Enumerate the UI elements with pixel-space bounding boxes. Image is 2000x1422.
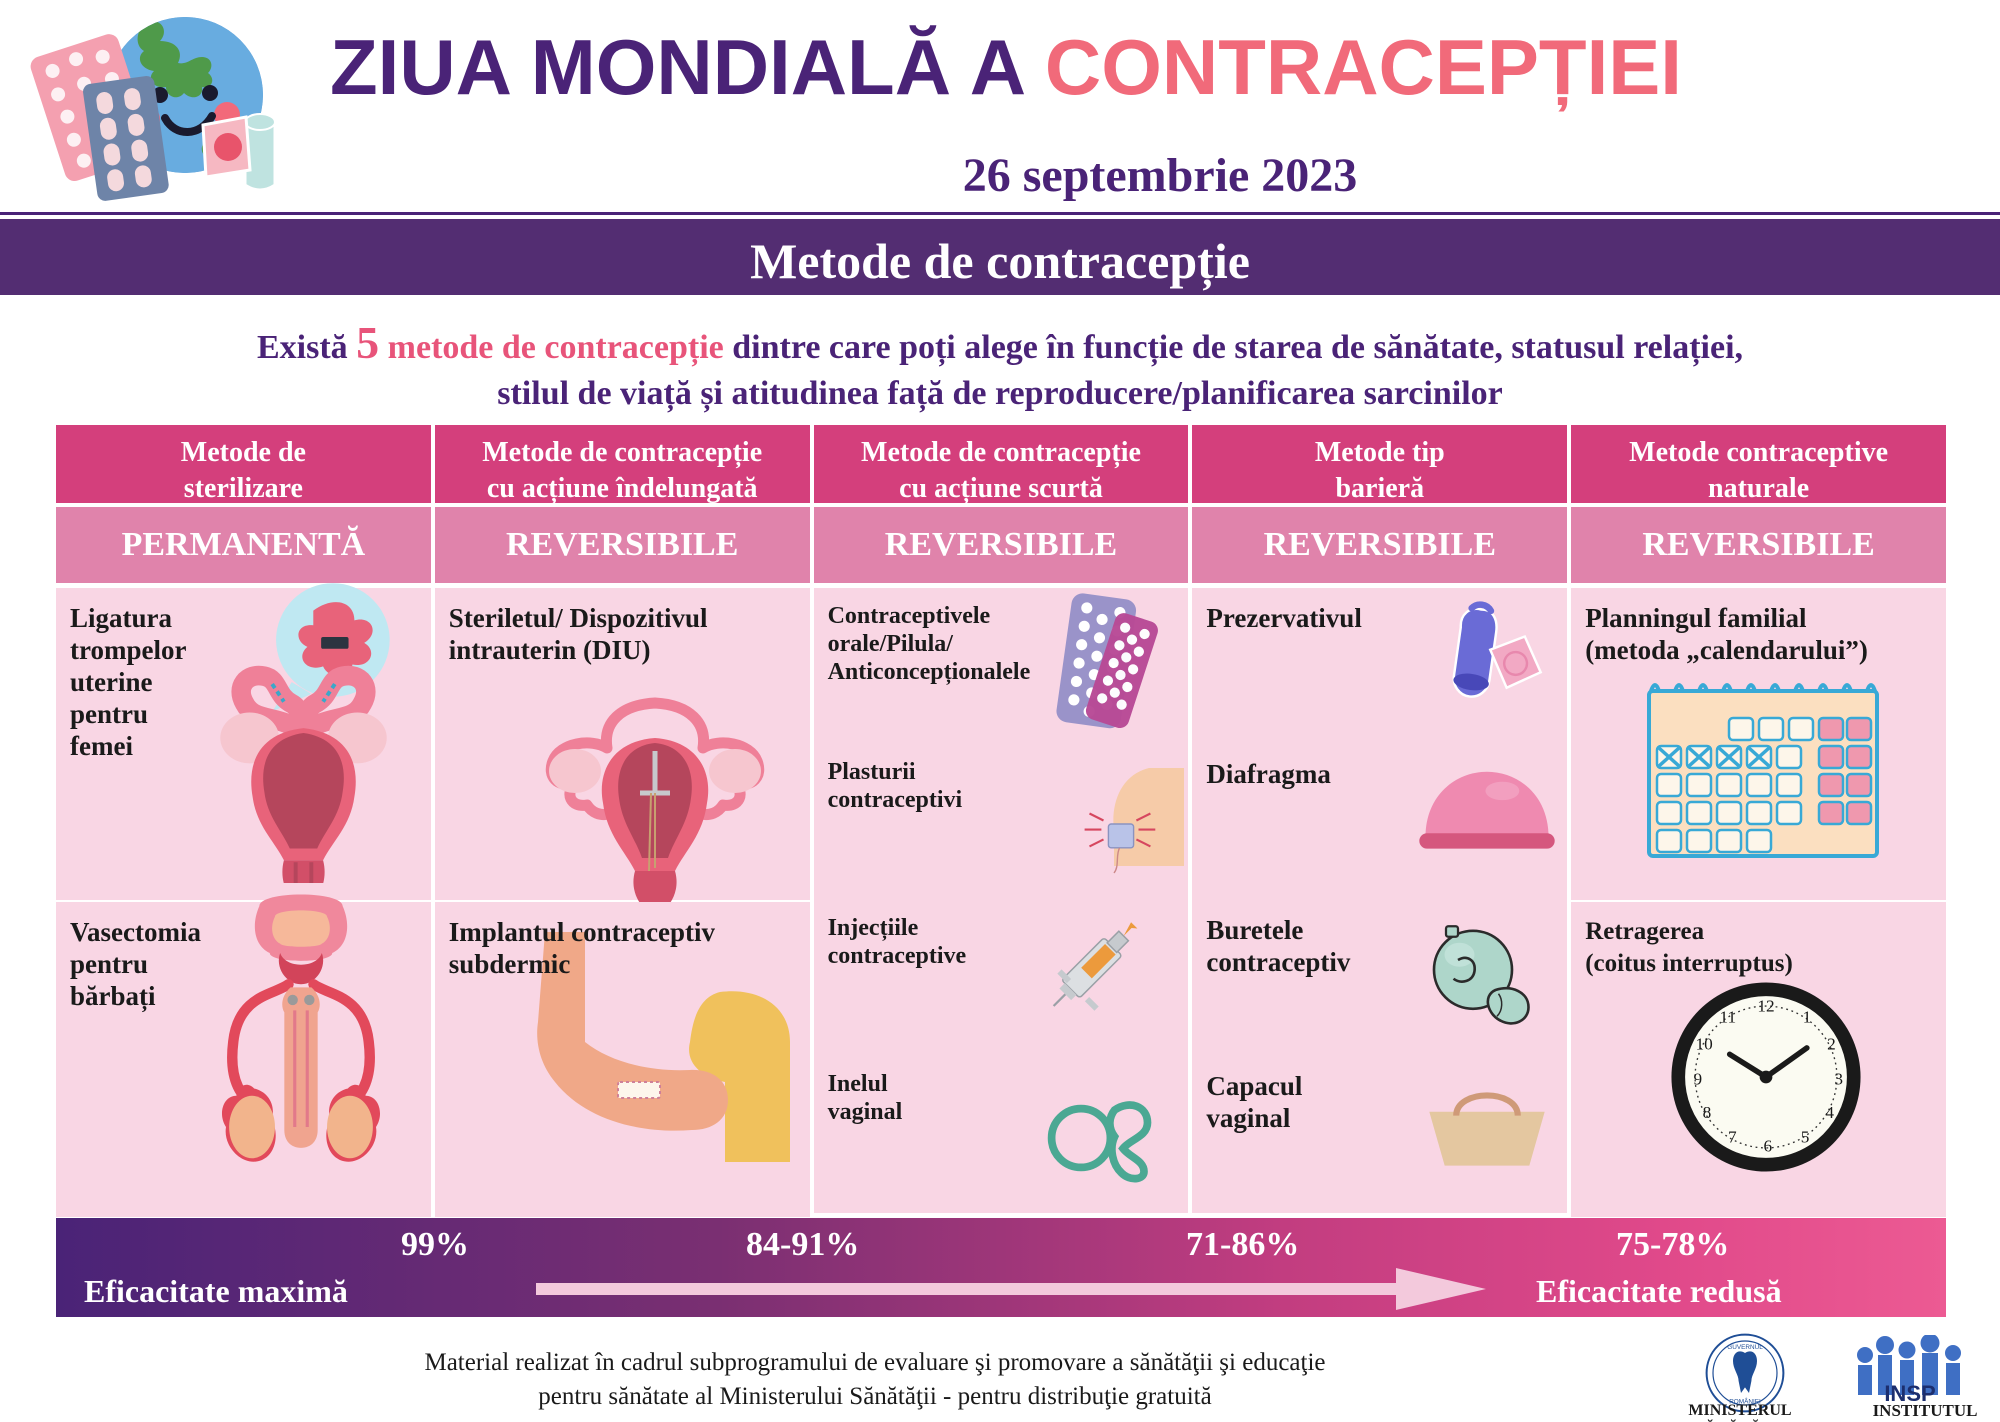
svg-text:3: 3 — [1835, 1069, 1844, 1088]
svg-text:5: 5 — [1801, 1127, 1810, 1146]
svg-text:2: 2 — [1827, 1035, 1836, 1054]
svg-text:7: 7 — [1728, 1127, 1737, 1146]
svg-text:8: 8 — [1703, 1103, 1712, 1122]
svg-text:1: 1 — [1803, 1007, 1812, 1026]
svg-text:12: 12 — [1758, 997, 1775, 1016]
svg-text:4: 4 — [1826, 1103, 1835, 1122]
svg-text:9: 9 — [1694, 1069, 1703, 1088]
svg-text:11: 11 — [1720, 1007, 1737, 1026]
svg-text:GUVERNUL: GUVERNUL — [1727, 1344, 1763, 1351]
svg-text:10: 10 — [1696, 1035, 1713, 1054]
svg-text:6: 6 — [1764, 1137, 1773, 1156]
